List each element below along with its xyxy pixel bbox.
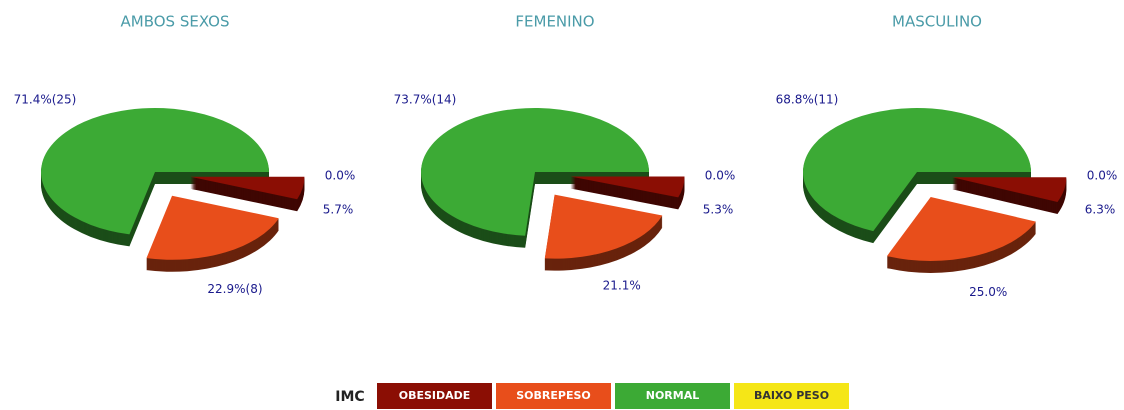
data-label: 21.1% (603, 279, 641, 293)
slice-group (544, 194, 663, 271)
data-label: 5.7% (323, 203, 354, 217)
data-label: 25.0% (969, 285, 1007, 299)
slice (886, 196, 1036, 261)
legend-title: IMC (335, 389, 364, 405)
slice-group (803, 107, 1031, 244)
legend-swatch (377, 383, 492, 409)
slice (570, 176, 685, 198)
data-label: 0.0% (1087, 169, 1118, 183)
slice-group (952, 177, 1067, 214)
legend-label: NORMAL (646, 389, 700, 402)
slice-group (886, 196, 1036, 273)
legend-label: BAIXO PESO (754, 389, 829, 402)
data-label: 68.8%(11) (776, 93, 839, 107)
slice-group (41, 108, 269, 247)
slice (544, 194, 663, 259)
legend-swatch (496, 383, 611, 409)
slice (146, 195, 279, 260)
chart-title: AMBOS SEXOS (121, 13, 230, 31)
chart-title: FEMENINO (515, 13, 594, 31)
legend-label: SOBREPESO (516, 389, 591, 402)
legend-label: OBESIDADE (399, 389, 471, 402)
legend-swatch (615, 383, 730, 409)
legend-swatch (734, 383, 849, 409)
data-label: 0.0% (705, 169, 736, 183)
slice (421, 108, 649, 236)
data-label: 71.4%(25) (14, 93, 77, 107)
slice-group (421, 108, 649, 248)
slice-group (146, 195, 279, 272)
slice (190, 176, 305, 200)
data-label: 22.9%(8) (207, 282, 262, 296)
slice (952, 177, 1067, 202)
data-label: 6.3% (1085, 203, 1116, 217)
slice (41, 108, 269, 235)
data-label: 73.7%(14) (394, 93, 457, 107)
slice (803, 107, 1031, 232)
slice-group (570, 176, 685, 210)
chart-title: MASCULINO (892, 13, 982, 31)
slice-group (190, 176, 305, 212)
data-label: 0.0% (325, 169, 356, 183)
data-label: 5.3% (703, 203, 734, 217)
